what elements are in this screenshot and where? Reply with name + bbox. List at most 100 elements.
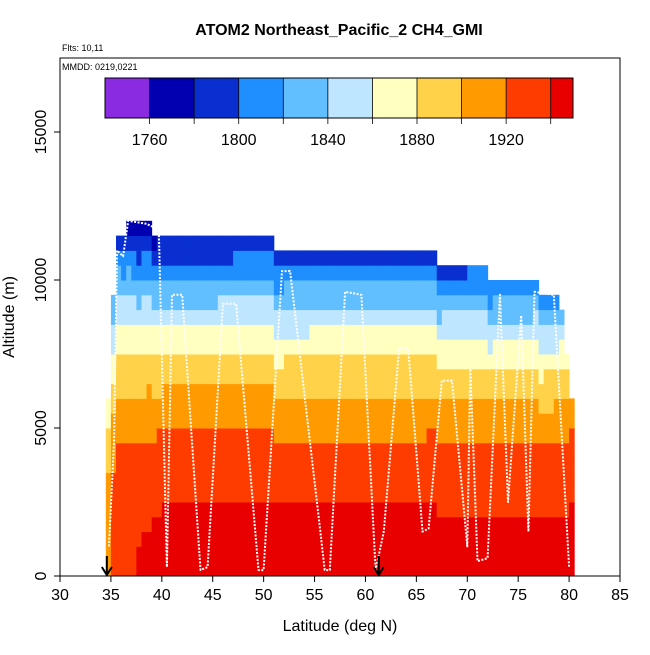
heatmap-cell [253,546,260,562]
heatmap-cell [548,383,555,399]
heatmap-cell [390,502,397,518]
heatmap-cell [151,428,158,444]
heatmap-cell [375,442,382,459]
heatmap-cell [441,383,448,399]
heatmap-cell [436,280,443,296]
heatmap-cell [222,368,229,385]
heatmap-cell [248,442,254,459]
heatmap-cell [569,428,575,444]
heatmap-cell [187,309,193,325]
heatmap-cell [324,546,331,562]
x-tick-label: 40 [153,587,171,604]
heatmap-cell [238,428,244,444]
heatmap-cell [360,487,366,503]
heatmap-cell [370,280,377,296]
heatmap-cell [548,546,555,562]
heatmap-cell [202,457,209,473]
heatmap-cell [396,413,402,429]
heatmap-cell [217,398,224,414]
flight-track-line [107,219,571,572]
heatmap-cell [197,294,204,311]
heatmap-cell [177,531,183,547]
heatmap-cell [268,383,275,399]
heatmap-cell [258,354,265,370]
heatmap-cell [253,398,260,414]
heatmap-cell [477,472,484,488]
heatmap-cell [385,502,392,518]
heatmap-cell [569,457,575,473]
heatmap-cell [299,516,305,533]
heatmap-cell [477,487,484,503]
heatmap-cell [136,531,142,547]
heatmap-cell [207,265,214,281]
heatmap-cell [558,354,565,370]
x-tick-label: 85 [611,587,629,604]
heatmap-cell [131,472,137,488]
heatmap-cell [508,546,514,562]
heatmap-cell [477,354,484,370]
heatmap-cell [197,413,204,429]
heatmap-cell [319,472,326,488]
heatmap-cell [156,472,163,488]
heatmap-cell [314,442,321,459]
heatmap-cell [467,309,473,325]
heatmap-cell [431,487,438,503]
heatmap-cell [238,472,244,488]
heatmap-cell [161,265,168,281]
heatmap-cell [390,265,397,281]
heatmap-cell [151,472,158,488]
heatmap-cell [457,442,463,459]
heatmap-cell [360,442,366,459]
heatmap-cell [360,531,366,547]
heatmap-cell [426,339,433,355]
heatmap-cell [207,516,214,533]
heatmap-cell [548,339,555,355]
heatmap-cell [207,368,214,385]
flight-track [107,219,571,572]
heatmap-cell [467,265,473,281]
heatmap-cell [233,561,239,577]
heatmap-cell [324,250,331,266]
heatmap-cell [396,472,402,488]
heatmap-cell [345,546,351,562]
heatmap-cell [217,413,224,429]
heatmap-cell [136,413,142,429]
heatmap-cell [172,428,178,444]
heatmap-cell [268,354,275,370]
heatmap-cell [304,250,310,266]
flights-label: Flts: 10,11 [62,43,103,53]
heatmap-cell [309,472,316,488]
heatmap-cell [309,561,316,577]
heatmap-cell [472,442,478,459]
heatmap-cell [121,265,127,281]
heatmap-cell [406,250,412,266]
heatmap-cell [243,309,249,325]
heatmap-cell [482,383,489,399]
heatmap-cell [268,516,275,533]
heatmap-cell [202,442,209,459]
heatmap-cell [172,487,178,503]
heatmap-cell [350,398,356,414]
heatmap-cell [263,250,270,266]
heatmap-cell [258,339,265,355]
heatmap-cell [248,280,254,296]
heatmap-cell [329,354,336,370]
heatmap-cell [431,531,438,547]
heatmap-cell [334,472,341,488]
heatmap-cell [207,531,214,547]
heatmap-cell [477,546,484,562]
heatmap-cell [329,368,336,385]
heatmap-cell [533,442,540,459]
heatmap-cell [273,457,280,473]
heatmap-cell [457,428,463,444]
heatmap-cell [513,546,519,562]
heatmap-cell [543,428,550,444]
heatmap-cell [487,383,494,399]
heatmap-cell [553,368,560,385]
heatmap-cell [304,457,310,473]
heatmap-cell [228,472,234,488]
heatmap-cell [324,516,331,533]
heatmap-cell [177,546,183,562]
heatmap-cell [401,294,407,311]
heatmap-cell [146,398,153,414]
